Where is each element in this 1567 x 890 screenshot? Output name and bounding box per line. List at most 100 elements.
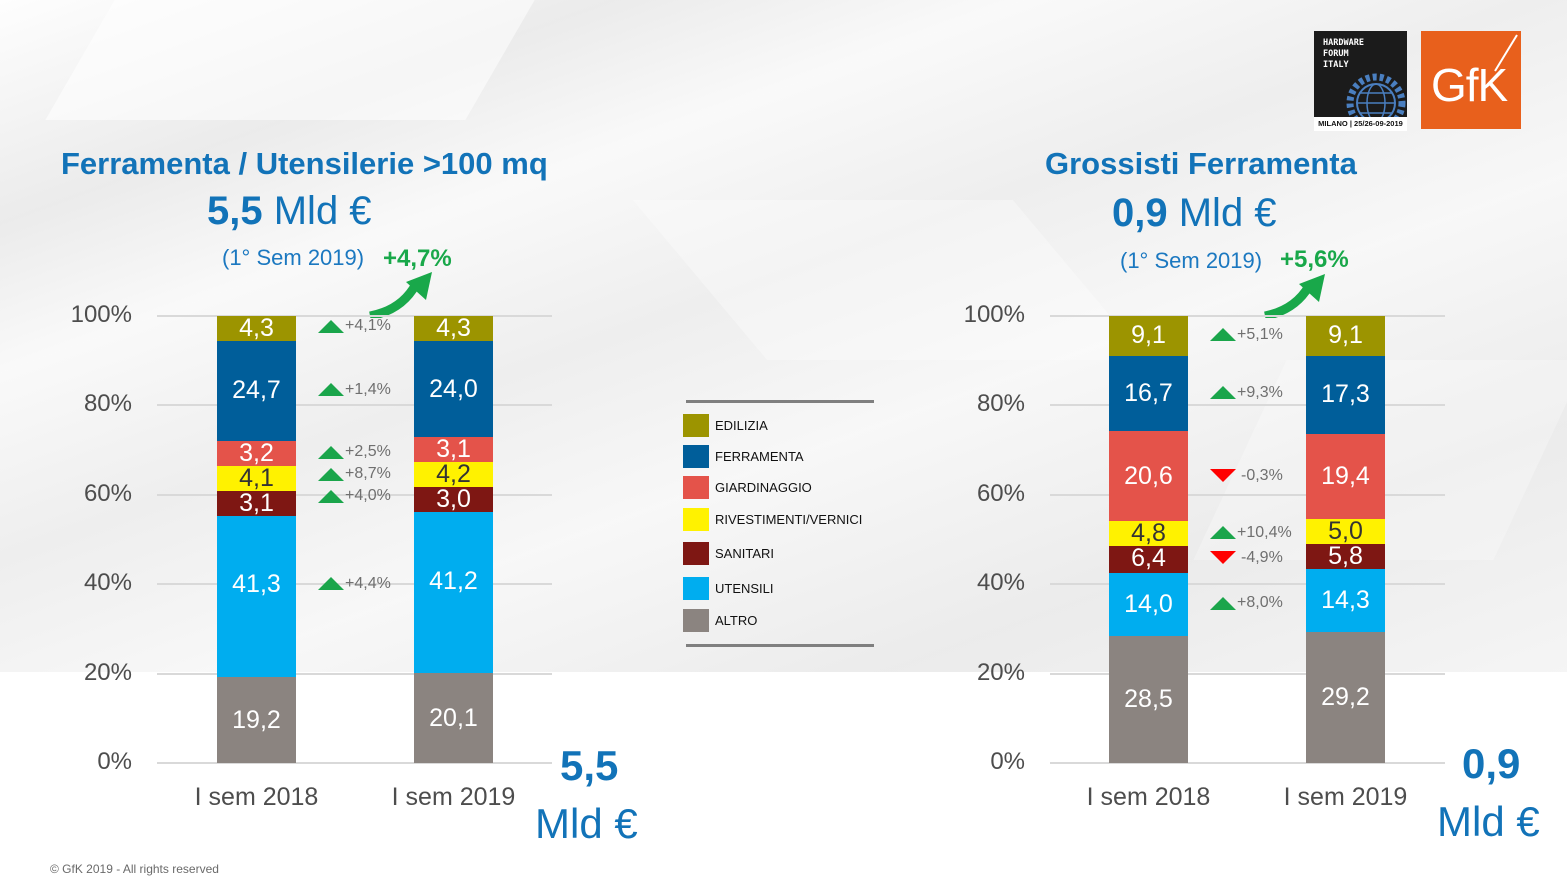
data-label: 41,3: [232, 570, 281, 599]
bar-segment-altro: [217, 677, 296, 763]
bar-segment-utensili: [217, 492, 296, 678]
triangle-up-icon: [318, 577, 344, 591]
bar-segment-sanitari: [1306, 542, 1385, 569]
data-label: 17,3: [1321, 380, 1370, 409]
y-tick-label: 20%: [83, 658, 132, 686]
bar-segment-giardinaggio: [1306, 433, 1385, 521]
legend-item: EDILIZIA: [683, 414, 768, 437]
y-tick-label: 60%: [976, 479, 1025, 507]
y-tick-label: 20%: [976, 658, 1025, 686]
legend-rule-bottom: [686, 644, 874, 647]
data-label: 19,4: [1321, 462, 1370, 491]
data-label: 4,2: [414, 462, 493, 488]
change-value: -4,9%: [1241, 548, 1283, 566]
bar-segment-sanitari: [1109, 544, 1188, 573]
y-tick-label: 0%: [97, 748, 132, 775]
legend-rule-top: [686, 400, 874, 403]
change-value: +10,4%: [1237, 523, 1292, 541]
headline-value-right: 0,9 Mld €: [1112, 191, 1277, 236]
bar-segment-altro: [1109, 635, 1188, 763]
gridline: [157, 404, 552, 407]
change-value: +8,7%: [345, 465, 391, 483]
gridline: [1050, 493, 1445, 496]
data-label: 3,1: [414, 437, 493, 463]
legend-item: GIARDINAGGIO: [683, 476, 812, 499]
y-tick-label: 40%: [83, 569, 132, 597]
bar-segment-utensili: [1109, 573, 1188, 636]
change-indicator: +8,0%: [1210, 593, 1283, 613]
growth-right: +5,6%: [1280, 246, 1349, 273]
legend-label: GIARDINAGGIO: [715, 480, 812, 495]
data-label: 14,3: [1321, 586, 1370, 614]
data-label: 9,1: [1328, 321, 1363, 350]
change-value: +2,5%: [345, 443, 391, 461]
change-value: +1,4%: [345, 380, 391, 398]
change-indicator: +4,0%: [318, 486, 391, 506]
triangle-up-icon: [1210, 386, 1236, 400]
bar-segment-ferramenta: [1109, 356, 1188, 431]
background-shard: [45, 0, 535, 120]
gridline: [1050, 672, 1445, 675]
gridline: [1050, 404, 1445, 407]
data-label: 4,3: [414, 316, 493, 341]
triangle-up-icon: [318, 489, 344, 503]
change-indicator: +9,3%: [1210, 383, 1283, 403]
headline-unit: Mld €: [273, 189, 372, 233]
y-tick-label: 80%: [976, 390, 1025, 418]
growth-left: +4,7%: [383, 245, 452, 272]
data-label: 5,8: [1328, 541, 1363, 570]
bar-segment-ferramenta: [414, 335, 493, 443]
change-indicator: +10,4%: [1210, 523, 1292, 543]
change-value: +5,1%: [1237, 325, 1283, 343]
data-label: 29,2: [1321, 683, 1370, 712]
legend-swatch: [683, 414, 709, 437]
growth-arrow-icon: [1263, 274, 1325, 318]
legend-swatch: [683, 508, 709, 531]
gridline: [1050, 315, 1445, 317]
change-value: +4,1%: [345, 317, 391, 334]
period-note-left: (1° Sem 2019): [222, 245, 365, 270]
data-label: 14,0: [1124, 589, 1173, 618]
gear-globe-icon: [1346, 73, 1406, 131]
headline-number: 5,5: [207, 189, 263, 233]
triangle-down-icon: [1210, 551, 1236, 565]
legend-item: RIVESTIMENTI/VERNICI: [683, 508, 862, 531]
gridline: [1050, 762, 1445, 764]
change-value: +4,4%: [345, 574, 391, 592]
legend-swatch: [683, 577, 709, 600]
bar-segment-utensili: [1306, 568, 1385, 633]
bar-segment-edilizia: [1306, 315, 1385, 357]
growth-arrow-icon: [369, 272, 432, 318]
data-label: 3,1: [217, 490, 296, 516]
data-label: 24,7: [232, 376, 281, 405]
bar-segment-utensili: [414, 488, 493, 674]
change-indicator: +4,4%: [318, 574, 391, 594]
total-value-left: 5,5: [560, 742, 619, 789]
change-value: +8,0%: [1237, 594, 1283, 612]
gridline: [1050, 583, 1445, 586]
y-tick-label: 0%: [990, 748, 1025, 775]
data-label: 5,0: [1306, 518, 1385, 544]
legend-item: UTENSILI: [683, 577, 774, 600]
gridline: [157, 583, 552, 586]
bar-segment-edilizia: [1109, 315, 1188, 357]
data-label: 4,3: [217, 316, 296, 341]
hardware-forum-logo: HARDWARE FORUM ITALY MILANO | 25/26-09-2…: [1314, 31, 1407, 131]
data-label: 41,2: [429, 566, 478, 595]
legend-label: SANITARI: [715, 546, 774, 561]
triangle-up-icon: [318, 383, 344, 397]
triangle-up-icon: [1210, 328, 1236, 342]
logo-line: HARDWARE: [1323, 38, 1364, 48]
change-indicator: +4,1%: [318, 316, 391, 336]
change-value: +9,3%: [1237, 383, 1283, 401]
legend-label: FERRAMENTA: [715, 449, 804, 464]
legend-item: FERRAMENTA: [683, 445, 804, 468]
change-value: +4,0%: [345, 487, 391, 505]
copyright: © GfK 2019 - All rights reserved: [50, 862, 219, 876]
y-tick-label: 80%: [83, 390, 132, 418]
data-label: 9,1: [1131, 321, 1166, 350]
bar-segment-altro: [414, 673, 493, 763]
x-category-label: I sem 2018: [1086, 783, 1211, 811]
triangle-up-icon: [318, 445, 344, 459]
y-tick-label: 60%: [83, 479, 132, 507]
